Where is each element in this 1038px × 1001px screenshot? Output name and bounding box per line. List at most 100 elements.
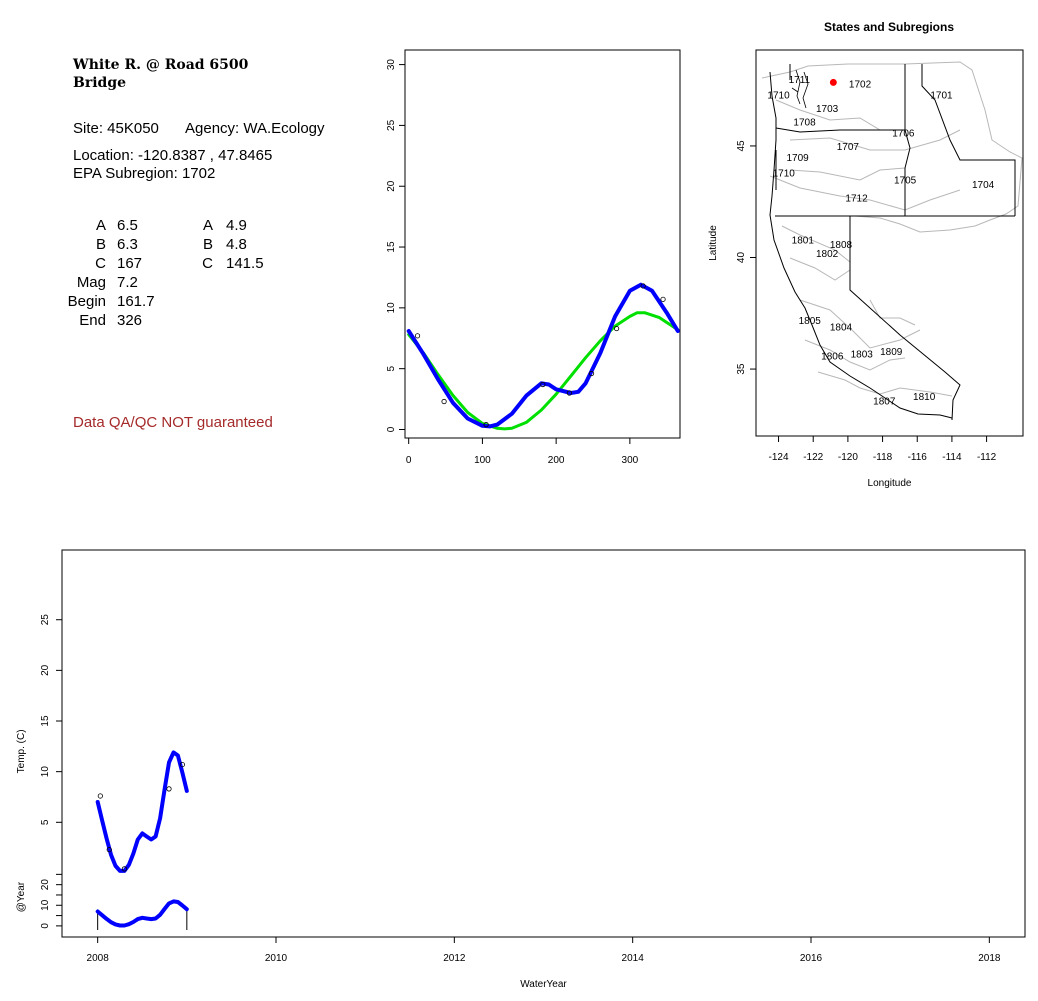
- annual-y-tick-label: 0: [40, 923, 51, 929]
- ts-observation-point: [106, 847, 112, 853]
- ts-x-tick-label: 2012: [443, 953, 466, 964]
- ts-observation-point: [166, 786, 172, 792]
- ts-y-tick-label: 10: [40, 766, 51, 778]
- harmonic1-fit-line: [407, 311, 680, 431]
- annual-y-tick-label: 20: [40, 879, 51, 891]
- param-value: 4.8: [226, 236, 247, 253]
- subregion-label: 1705: [894, 175, 917, 186]
- ts-observation-point: [97, 793, 103, 799]
- ts-observation-point: [179, 761, 185, 768]
- ts-x-tick-label: 2008: [87, 953, 110, 964]
- agency: Agency: WA.Ecology: [185, 120, 325, 137]
- ts-x-axis-label: WaterYear: [520, 979, 567, 990]
- map-x-tick-label: -116: [908, 452, 928, 463]
- param-label: A: [95, 217, 106, 234]
- seasonal-observation-point: [588, 370, 595, 377]
- ts-x-tick-label: 2014: [622, 953, 645, 964]
- param-label: A: [202, 217, 213, 234]
- subregion-label: 1701: [930, 91, 953, 102]
- seasonal-observation-point: [566, 390, 573, 396]
- subregion-label: 1807: [873, 396, 896, 407]
- puget-sound: [791, 69, 809, 109]
- seasonal-y-tick-label: 10: [386, 302, 397, 314]
- subregion-label: 1707: [837, 142, 860, 153]
- ts-y-tick-label: 25: [40, 614, 51, 626]
- subregion-label: 1703: [816, 104, 839, 115]
- seasonal-y-tick-label: 30: [386, 59, 397, 71]
- epa-subregion: EPA Subregion: 1702: [73, 165, 216, 182]
- subregion-label: 1711: [789, 75, 811, 86]
- param-label: B: [202, 236, 213, 253]
- param-value: 141.5: [226, 255, 264, 272]
- map-x-tick-label: -112: [977, 452, 997, 463]
- seasonal-x-tick-label: 300: [622, 455, 639, 466]
- param-label: B: [95, 236, 106, 253]
- subregion-label: 1708: [793, 117, 816, 128]
- seasonal-x-tick-label: 0: [406, 455, 412, 466]
- subregion-label: 1801: [792, 236, 815, 247]
- subregion-label: 1709: [786, 153, 809, 164]
- site-marker: [829, 78, 837, 86]
- subregion-label: 1804: [830, 323, 853, 334]
- seasonal-chart: 0 100 200 300 0 5 10 15 20 25 30: [386, 49, 681, 466]
- param-value: 167: [117, 255, 143, 272]
- subregion-label: 1808: [830, 240, 853, 251]
- annual-fit-line: [95, 899, 189, 928]
- subregion-map: States and Subregions -124 -122 -120 -118 -1…: [708, 20, 1024, 489]
- param-value: 6.5: [117, 217, 138, 234]
- subregion-label: 1710: [767, 91, 790, 102]
- param-label: C: [95, 255, 106, 272]
- seasonal-y-tick-label: 0: [386, 426, 397, 432]
- annual-y-tick-label: 10: [40, 899, 51, 911]
- seasonal-observation-point: [613, 325, 620, 332]
- ts-observation-point: [121, 866, 128, 872]
- param-value: 161.7: [117, 293, 155, 310]
- subregion-label: 1706: [892, 129, 915, 140]
- timeseries-chart: 2008 2010 2012 2014 2016 2018 5 10 15 20 25 0 10 20 Wa…: [16, 549, 1026, 990]
- seasonal-y-tick-label: 20: [386, 180, 397, 192]
- subregion-label: 1810: [913, 392, 936, 403]
- harmonic2-fit-line: [406, 282, 680, 429]
- map-y-tick-label: 35: [736, 363, 747, 375]
- annual-y-axis-label: @Year: [16, 881, 27, 912]
- param-value: 326: [117, 312, 143, 329]
- param-label: End: [79, 312, 106, 329]
- ts-x-tick-label: 2010: [265, 953, 288, 964]
- site-id: Site: 45K050: [73, 120, 159, 137]
- timeseries-plot-frame: [61, 549, 1026, 938]
- seasonal-y-tick-label: 25: [386, 119, 397, 131]
- map-title: States and Subregions: [824, 20, 954, 34]
- station-title: White R. @ Road 6500 Bridge: [73, 56, 248, 92]
- subregion-label: 1710: [773, 169, 796, 180]
- qa-disclaimer: Data QA/QC NOT guaranteed: [73, 414, 273, 431]
- map-y-axis-label: Latitude: [708, 225, 719, 261]
- param-label: Begin: [67, 293, 106, 310]
- subregion-boundaries: [761, 61, 1023, 397]
- station-name-line2: Bridge: [73, 75, 127, 91]
- coastline: [769, 71, 953, 419]
- map-x-tick-label: -118: [873, 452, 893, 463]
- param-value: 7.2: [117, 274, 138, 291]
- ts-x-tick-label: 2018: [978, 953, 1001, 964]
- ts-y-tick-label: 20: [40, 664, 51, 676]
- subregion-label: 1806: [821, 352, 844, 363]
- subregion-label: 1704: [972, 180, 995, 191]
- subregion-label: 1712: [845, 193, 868, 204]
- subregion-label: 1805: [799, 316, 822, 327]
- map-x-axis-label: Longitude: [868, 478, 912, 489]
- seasonal-observation-point: [483, 422, 489, 428]
- seasonal-observation-point: [660, 296, 666, 302]
- seasonal-observation-point: [441, 398, 447, 405]
- map-x-tick-label: -114: [942, 452, 962, 463]
- station-name-line1: White R. @ Road 6500: [73, 57, 249, 73]
- map-frame: [755, 49, 1024, 437]
- seasonal-observation-point: [414, 333, 421, 339]
- seasonal-x-tick-label: 100: [474, 455, 491, 466]
- seasonal-observation-point: [640, 283, 646, 289]
- subregion-label: 1809: [880, 347, 903, 358]
- state-boundaries: [775, 64, 1016, 421]
- param-value: 6.3: [117, 236, 138, 253]
- subregion-label: 1702: [849, 79, 872, 90]
- map-x-tick-label: -120: [838, 452, 858, 463]
